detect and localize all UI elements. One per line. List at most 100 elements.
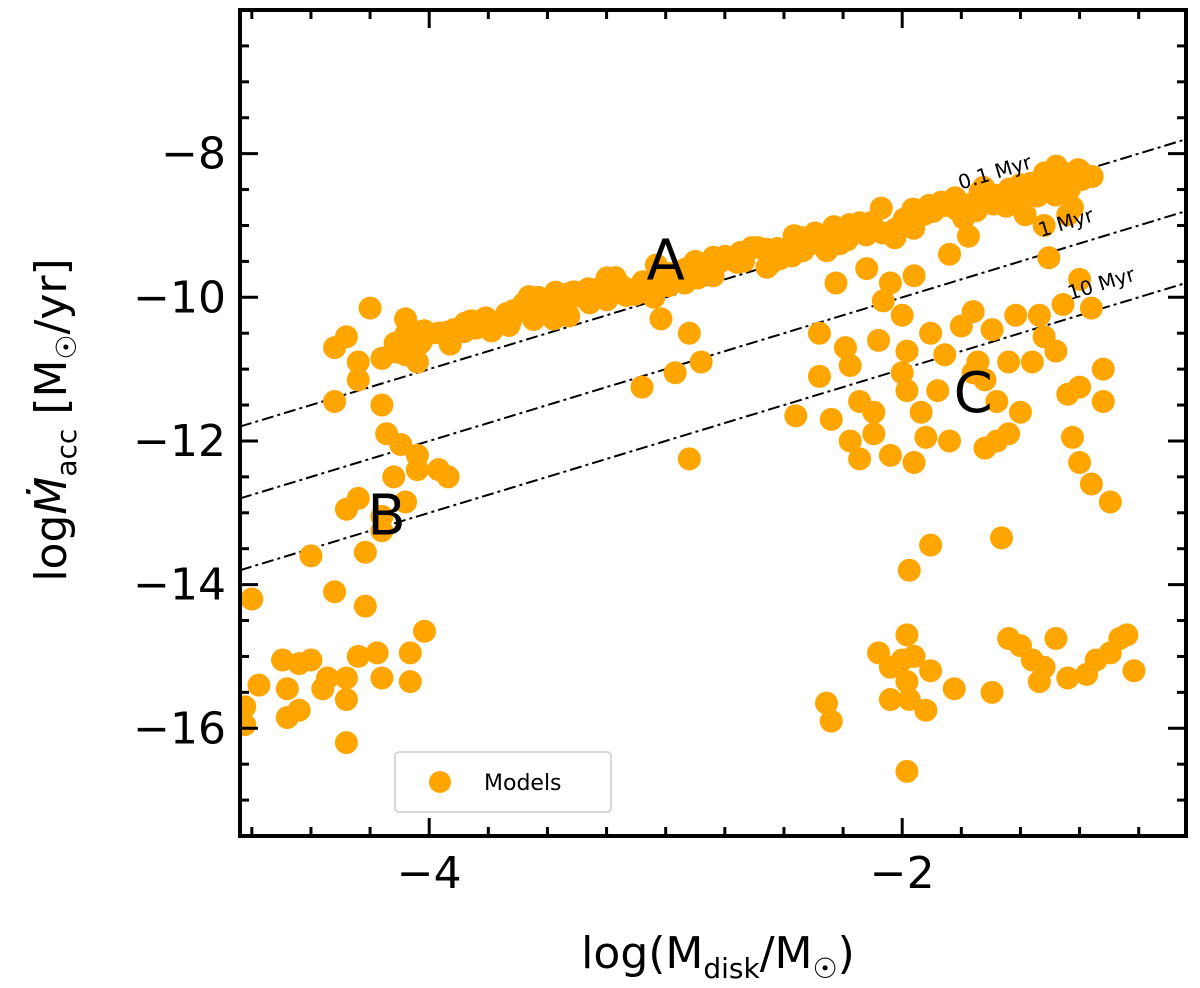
model-point <box>334 688 358 712</box>
model-point <box>997 626 1021 650</box>
model-point <box>677 447 701 471</box>
model-point <box>964 199 988 223</box>
model-point <box>1060 425 1084 449</box>
legend-box <box>394 751 612 813</box>
model-point <box>890 361 914 385</box>
model-point <box>867 328 891 352</box>
model-point <box>914 425 938 449</box>
model-point <box>862 400 886 424</box>
model-point <box>358 296 382 320</box>
model-point <box>663 361 687 385</box>
model-point <box>370 346 394 370</box>
model-point <box>895 339 919 363</box>
model-point <box>902 644 926 668</box>
model-point <box>271 648 295 672</box>
model-point <box>878 688 902 712</box>
region-label: C <box>954 361 993 426</box>
model-point <box>240 713 257 737</box>
model-point <box>895 379 919 403</box>
model-point <box>311 677 335 701</box>
axis-ticks: −4 −2 −8 −10 −12 −14 −16 <box>133 10 1186 899</box>
model-point <box>346 350 370 374</box>
model-point <box>807 321 831 345</box>
model-point <box>1068 451 1092 475</box>
y-tick-label: −16 <box>133 703 226 754</box>
model-point <box>1068 375 1092 399</box>
model-point <box>909 400 933 424</box>
model-point <box>1044 626 1068 650</box>
model-point <box>1122 659 1146 683</box>
model-point <box>353 594 377 618</box>
model-point <box>557 304 581 328</box>
model-point <box>334 497 358 521</box>
model-point <box>1020 350 1044 374</box>
model-point <box>938 429 961 453</box>
model-point <box>803 221 827 245</box>
model-point <box>412 619 436 643</box>
y-axis-label: logṀacc [M☉/yr] <box>25 258 83 581</box>
model-point <box>985 429 1009 453</box>
model-point <box>1079 472 1103 496</box>
model-point <box>855 257 879 281</box>
model-point <box>895 759 919 783</box>
model-point <box>997 350 1021 374</box>
model-point <box>961 300 985 324</box>
model-point <box>689 350 713 374</box>
model-point <box>848 447 872 471</box>
model-point <box>878 271 902 295</box>
model-point <box>405 350 429 374</box>
model-point <box>815 691 839 715</box>
model-point <box>1079 296 1103 320</box>
model-point <box>871 289 895 313</box>
model-point <box>862 422 886 446</box>
model-point <box>346 368 370 392</box>
model-point <box>985 389 1009 413</box>
model-point <box>869 196 893 220</box>
model-point <box>370 519 394 543</box>
model-point <box>370 666 394 690</box>
model-point <box>914 698 938 722</box>
model-point <box>938 242 961 266</box>
lifetime-line <box>240 281 1186 572</box>
model-point <box>346 644 370 668</box>
model-point <box>334 731 358 755</box>
model-point <box>819 407 843 431</box>
model-point <box>784 404 808 428</box>
model-point <box>902 264 926 288</box>
y-tick-label: −12 <box>133 416 226 467</box>
model-point <box>824 271 848 295</box>
model-point <box>405 458 429 482</box>
model-point <box>807 364 831 388</box>
model-point <box>323 580 347 604</box>
model-point <box>353 540 377 564</box>
model-point <box>1080 164 1104 188</box>
model-point <box>323 336 347 360</box>
model-point <box>878 443 902 467</box>
model-point <box>1051 292 1075 316</box>
y-tick-label: −8 <box>161 129 226 180</box>
model-point <box>1091 389 1115 413</box>
model-point <box>980 680 1004 704</box>
model-point <box>275 705 299 729</box>
model-point <box>966 350 990 374</box>
model-point <box>630 375 654 399</box>
model-point <box>956 224 980 248</box>
model-point <box>1091 357 1115 381</box>
legend: Models <box>394 751 612 813</box>
model-point <box>980 318 1004 342</box>
model-point <box>365 641 389 665</box>
x-tick-label: −4 <box>397 848 462 899</box>
model-point <box>919 659 943 683</box>
model-point <box>323 389 347 413</box>
model-point <box>942 677 966 701</box>
model-point <box>833 336 857 360</box>
model-point <box>1013 203 1037 227</box>
model-point <box>1008 400 1032 424</box>
model-point <box>895 670 919 694</box>
x-axis-label: log(Mdisk/M☉) <box>581 928 855 985</box>
model-point <box>933 343 957 367</box>
model-point <box>240 587 264 611</box>
model-point <box>370 393 394 417</box>
